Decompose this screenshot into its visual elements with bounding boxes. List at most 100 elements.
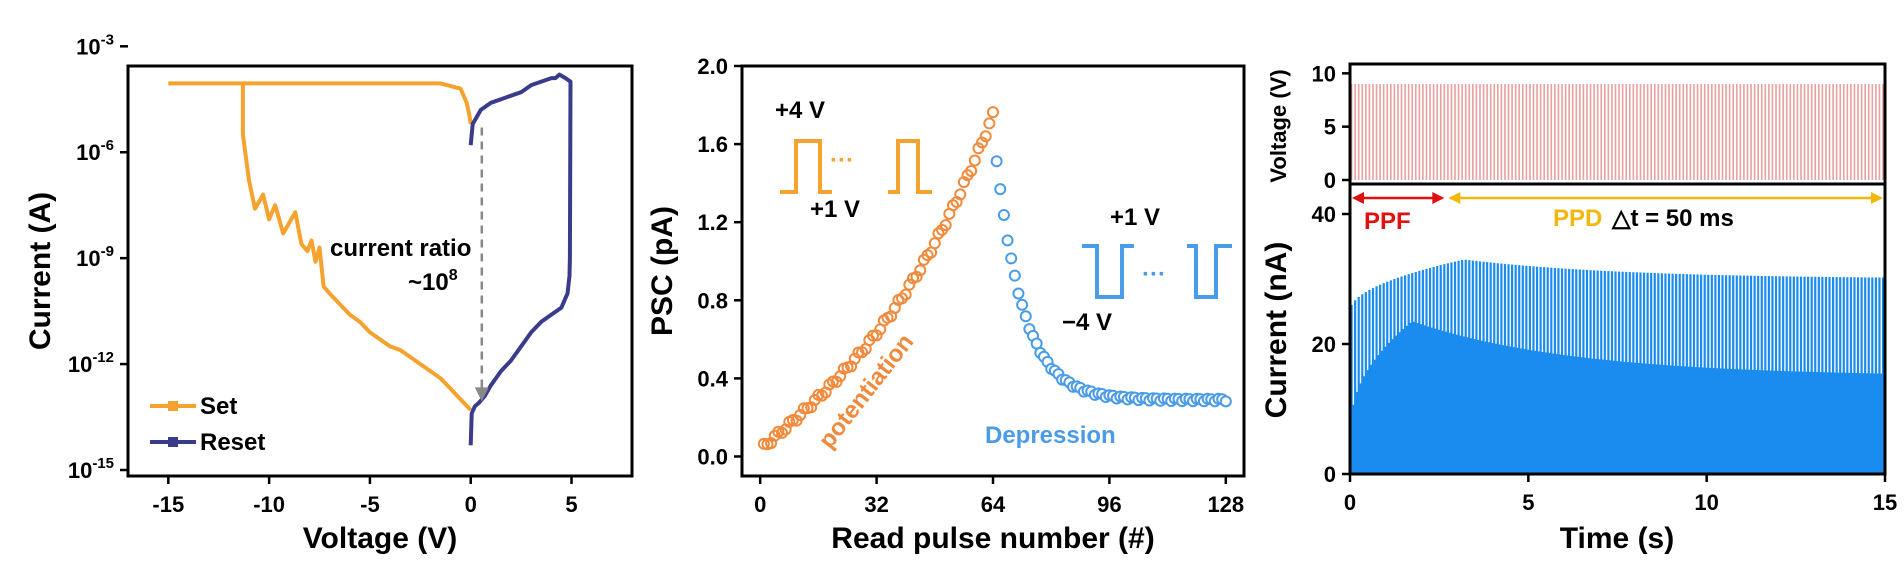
voltage-pulse <box>1400 84 1403 180</box>
voltage-pulse <box>1457 84 1460 180</box>
current-spike <box>1553 267 1556 474</box>
current-spike <box>1439 265 1442 474</box>
voltage-pulse <box>1867 84 1870 180</box>
voltage-pulse <box>1354 84 1356 180</box>
voltage-pulse <box>1686 84 1688 180</box>
voltage-pulse <box>1764 84 1767 180</box>
current-spike <box>1464 259 1467 474</box>
current-base <box>1412 321 1416 474</box>
current-spike <box>1446 263 1449 474</box>
current-base <box>1505 345 1509 474</box>
voltage-pulse <box>1860 84 1863 180</box>
pot-pulse-icon <box>780 139 932 194</box>
current-spike <box>1860 277 1863 474</box>
current-spike <box>1810 276 1813 474</box>
current-base <box>1362 376 1366 474</box>
current-spike <box>1635 272 1639 474</box>
current-base <box>1812 371 1815 474</box>
voltage-pulse <box>1493 84 1496 180</box>
potentiation-point <box>987 106 999 119</box>
current-base <box>1477 339 1480 474</box>
potentiation-point <box>983 117 996 130</box>
voltage-pulse <box>1407 84 1410 180</box>
current-base <box>1523 349 1527 474</box>
current-spike <box>1664 273 1667 474</box>
voltage-pulse <box>1375 84 1378 180</box>
iv-y-ticks: 10-3 10-6 10-9 10-12 10-15 <box>68 31 128 483</box>
current-spike <box>1528 266 1532 474</box>
current-base <box>1462 336 1466 474</box>
voltage-pulse <box>1796 84 1799 180</box>
current-spike <box>1607 271 1610 474</box>
current-spike <box>1671 273 1674 474</box>
current-base <box>1437 329 1441 474</box>
current-base <box>1623 361 1626 474</box>
current-spike <box>1418 270 1421 474</box>
iv-y-label: Current (A) <box>24 192 57 350</box>
current-spike <box>1739 275 1742 474</box>
current-base <box>1373 359 1377 474</box>
current-spike <box>1610 271 1614 474</box>
current-base <box>1840 372 1844 474</box>
iv-y-tick-label: 10-9 <box>76 243 114 271</box>
potentiation-point <box>976 136 989 149</box>
voltage-pulse <box>1625 84 1628 180</box>
current-base <box>1830 372 1833 474</box>
current-spike <box>1382 283 1385 474</box>
voltage-pulse <box>1818 84 1820 180</box>
ppd-arrowhead-right <box>1871 192 1883 204</box>
potentiation-point <box>870 329 883 342</box>
current-base <box>1858 373 1862 474</box>
current-spike <box>1746 275 1749 474</box>
voltage-pulse <box>1835 84 1838 180</box>
current-base <box>1634 362 1637 474</box>
current-base <box>1370 364 1373 474</box>
current-spike <box>1593 270 1596 474</box>
current-base <box>1573 356 1576 474</box>
current-spike <box>1846 277 1849 474</box>
depression-point <box>1005 252 1018 265</box>
current-base <box>1751 369 1755 474</box>
current-base <box>1644 363 1648 474</box>
current-base <box>1420 324 1423 474</box>
current-spike <box>1767 276 1770 474</box>
iv-x-tick-label: -10 <box>253 492 285 517</box>
current-spike <box>1721 275 1724 474</box>
voltage-pulse <box>1521 84 1524 180</box>
voltage-pulse <box>1468 84 1471 180</box>
current-base <box>1455 334 1459 474</box>
current-spike <box>1475 260 1478 474</box>
current-spike <box>1403 275 1407 474</box>
current-spike <box>1507 264 1510 474</box>
voltage-pulse <box>1725 84 1727 180</box>
current-base <box>1790 371 1794 474</box>
current-spike <box>1375 286 1378 474</box>
current-spike <box>1824 276 1828 474</box>
voltage-pulse <box>1753 84 1756 180</box>
ppf-arrowhead-right <box>1432 192 1445 204</box>
current-spike <box>1874 277 1877 474</box>
current-spike <box>1817 276 1820 474</box>
current-spike <box>1717 275 1721 474</box>
current-base <box>1576 356 1580 474</box>
current-spike <box>1560 268 1564 474</box>
current-base <box>1445 331 1448 474</box>
current-spike <box>1532 266 1535 474</box>
current-base <box>1366 370 1370 474</box>
voltage-pulse <box>1821 84 1824 180</box>
current-spike <box>1453 261 1457 474</box>
current-spike <box>1682 274 1685 474</box>
current-spike <box>1457 260 1460 474</box>
current-base <box>1552 353 1555 474</box>
voltage-pulse <box>1600 84 1603 180</box>
current-spike <box>1621 271 1624 474</box>
current-spike <box>1828 277 1831 474</box>
current-spike <box>1685 274 1688 474</box>
potentiation-point <box>794 409 807 422</box>
voltage-pulse <box>1646 84 1649 180</box>
current-base <box>1548 353 1552 474</box>
current-base <box>1498 344 1502 474</box>
voltage-pulse <box>1732 84 1735 180</box>
dep-high-label: +1 V <box>1110 204 1160 231</box>
voltage-pulse <box>1432 84 1435 180</box>
